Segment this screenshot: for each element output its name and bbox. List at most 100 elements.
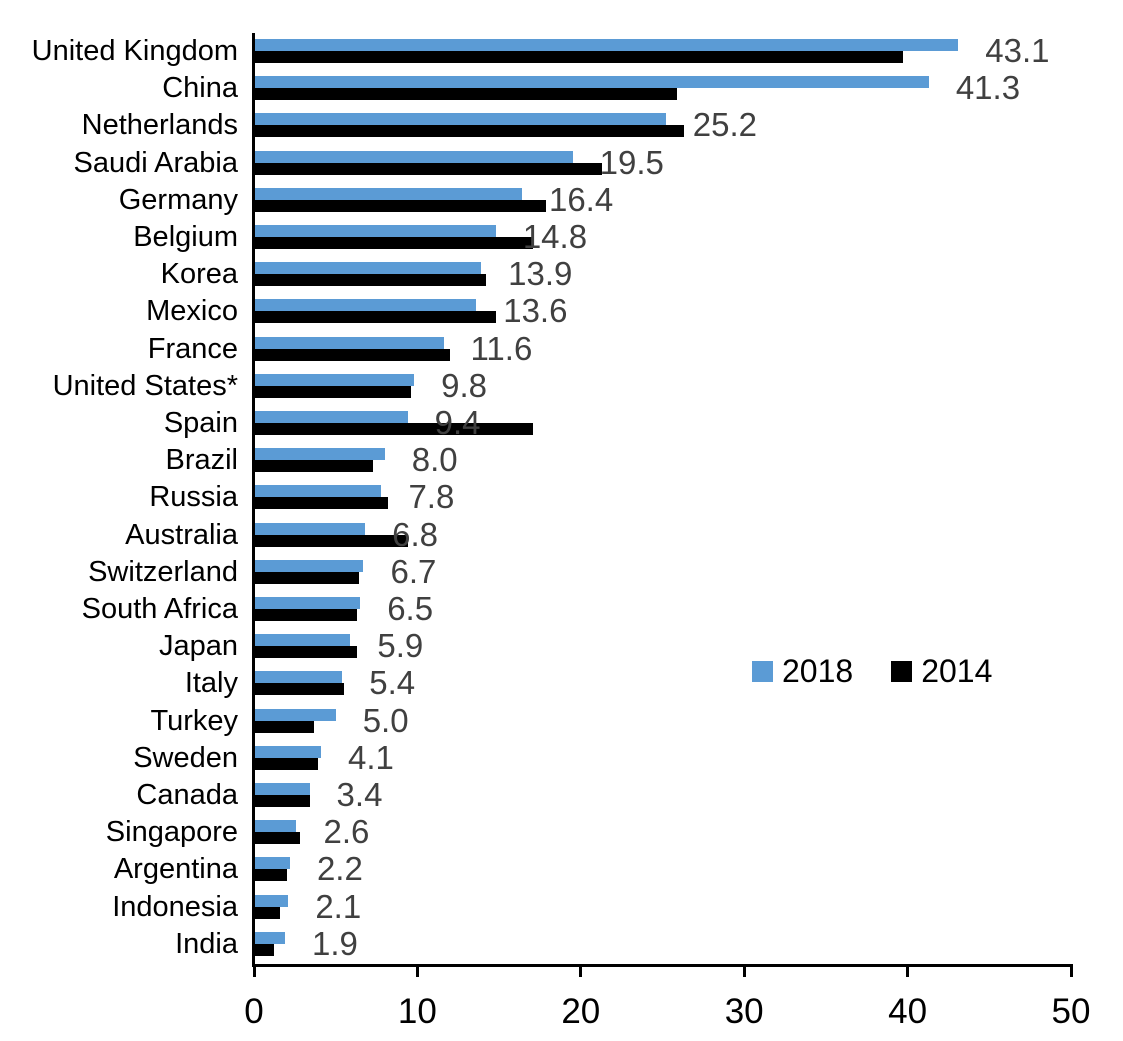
x-axis-tick-label: 40 bbox=[888, 992, 928, 1031]
data-label-2018: 19.5 bbox=[599, 143, 664, 181]
data-label-2018: 1.9 bbox=[312, 924, 358, 962]
category-label: Italy bbox=[184, 667, 238, 700]
bar-2018 bbox=[254, 336, 444, 349]
legend-swatch-2014-icon bbox=[891, 661, 913, 682]
data-label-2018: 41.3 bbox=[955, 69, 1021, 107]
bar-2018 bbox=[254, 150, 573, 163]
data-label-2018: 6.7 bbox=[390, 552, 437, 590]
data-label-2018: 25.2 bbox=[692, 106, 757, 144]
bar-2014 bbox=[254, 795, 310, 807]
bar-2014 bbox=[254, 199, 547, 212]
bar-2018 bbox=[254, 671, 343, 684]
data-label-2018: 2.1 bbox=[315, 887, 362, 925]
bar-2014 bbox=[254, 683, 344, 696]
bar-2018 bbox=[254, 113, 666, 126]
bar-2014 bbox=[254, 348, 451, 361]
data-label-2018: 8.0 bbox=[411, 441, 458, 479]
data-label-2018: 43.1 bbox=[985, 32, 1050, 69]
category-label: Australia bbox=[125, 518, 238, 551]
category-label: Japan bbox=[158, 630, 238, 663]
data-label-2018: 5.9 bbox=[377, 627, 424, 665]
data-label-2018: 13.6 bbox=[503, 292, 568, 330]
bar-2014 bbox=[254, 906, 281, 919]
bar-2018 bbox=[254, 708, 336, 721]
category-label: China bbox=[162, 72, 238, 105]
category-label: Saudi Arabia bbox=[73, 146, 238, 179]
bar-2018 bbox=[254, 857, 290, 870]
category-label: Sweden bbox=[133, 741, 238, 774]
bar-2018 bbox=[254, 894, 289, 907]
data-label-2018: 11.6 bbox=[470, 329, 533, 367]
data-label-2018: 13.9 bbox=[508, 255, 573, 293]
data-label-2018: 5.0 bbox=[362, 701, 409, 739]
bar-2014 bbox=[254, 646, 357, 659]
bar-2014 bbox=[254, 460, 374, 473]
data-label-2018: 3.4 bbox=[336, 776, 383, 813]
category-label: Spain bbox=[163, 407, 238, 439]
data-label-2018: 7.8 bbox=[408, 478, 455, 516]
x-axis-tick-label: 0 bbox=[244, 992, 264, 1031]
data-label-2018: 16.4 bbox=[548, 180, 614, 218]
data-label-2018: 2.6 bbox=[323, 813, 370, 851]
data-label-2018: 5.4 bbox=[369, 664, 416, 702]
category-label: Belgium bbox=[133, 221, 238, 253]
category-label: Russia bbox=[149, 481, 238, 514]
category-label: United Kingdom bbox=[31, 35, 238, 67]
category-label: Turkey bbox=[150, 704, 238, 737]
bar-2018 bbox=[254, 448, 385, 461]
category-label: Mexico bbox=[146, 295, 238, 328]
bar-2018 bbox=[254, 597, 361, 609]
bar-2014 bbox=[254, 162, 603, 175]
category-label: Argentina bbox=[113, 853, 238, 886]
bar-2014 bbox=[254, 757, 318, 770]
category-label: Korea bbox=[160, 258, 238, 291]
legend-item-2018: 2018 bbox=[752, 653, 853, 690]
bar-2018 bbox=[254, 559, 364, 572]
category-label: South Africa bbox=[81, 593, 238, 625]
data-label-2018: 14.8 bbox=[522, 218, 588, 255]
bar-2018 bbox=[254, 485, 382, 498]
bar-2014 bbox=[254, 311, 496, 324]
bar-2018 bbox=[254, 522, 366, 535]
legend-swatch-2018-icon bbox=[752, 661, 773, 682]
category-label: Germany bbox=[118, 183, 238, 216]
data-label-2018: 4.1 bbox=[347, 738, 394, 776]
x-axis-tick-mark bbox=[742, 967, 746, 977]
x-axis-tick-mark bbox=[415, 967, 419, 977]
x-axis-tick-mark bbox=[906, 967, 910, 977]
x-axis-tick-label: 10 bbox=[397, 992, 437, 1031]
category-label: Canada bbox=[136, 779, 238, 811]
x-axis-line bbox=[252, 964, 1073, 967]
x-axis-tick-label: 20 bbox=[561, 992, 601, 1031]
bar-2018 bbox=[254, 262, 482, 275]
data-label-2018: 2.2 bbox=[316, 850, 363, 888]
data-label-2018: 9.4 bbox=[434, 404, 481, 441]
data-label-2018: 9.8 bbox=[441, 366, 487, 404]
bar-2014 bbox=[254, 274, 487, 287]
bar-2018 bbox=[254, 634, 351, 647]
bar-2014 bbox=[254, 609, 357, 621]
bar-2018 bbox=[254, 76, 929, 89]
category-label: Singapore bbox=[105, 816, 238, 849]
bar-2014 bbox=[254, 423, 534, 435]
bar-2014 bbox=[254, 88, 678, 101]
bar-2018 bbox=[254, 225, 496, 237]
bar-2014 bbox=[254, 497, 388, 510]
bar-2018 bbox=[254, 783, 310, 795]
category-label: India bbox=[175, 927, 238, 960]
category-label: Indonesia bbox=[112, 890, 238, 923]
data-label-2018: 6.8 bbox=[392, 515, 438, 553]
bar-2014 bbox=[254, 832, 300, 845]
bar-2018 bbox=[254, 373, 415, 386]
bar-2018 bbox=[254, 745, 321, 758]
bar-2014 bbox=[254, 385, 411, 398]
x-axis-tick-mark bbox=[579, 967, 583, 977]
bar-2018 bbox=[254, 187, 522, 200]
x-axis-tick-label: 50 bbox=[1051, 992, 1091, 1031]
bar-2018 bbox=[254, 299, 477, 312]
legend-label-2014: 2014 bbox=[921, 653, 993, 689]
category-label: Netherlands bbox=[81, 109, 238, 142]
bar-2014 bbox=[254, 571, 359, 584]
x-axis-tick-mark bbox=[252, 967, 256, 977]
